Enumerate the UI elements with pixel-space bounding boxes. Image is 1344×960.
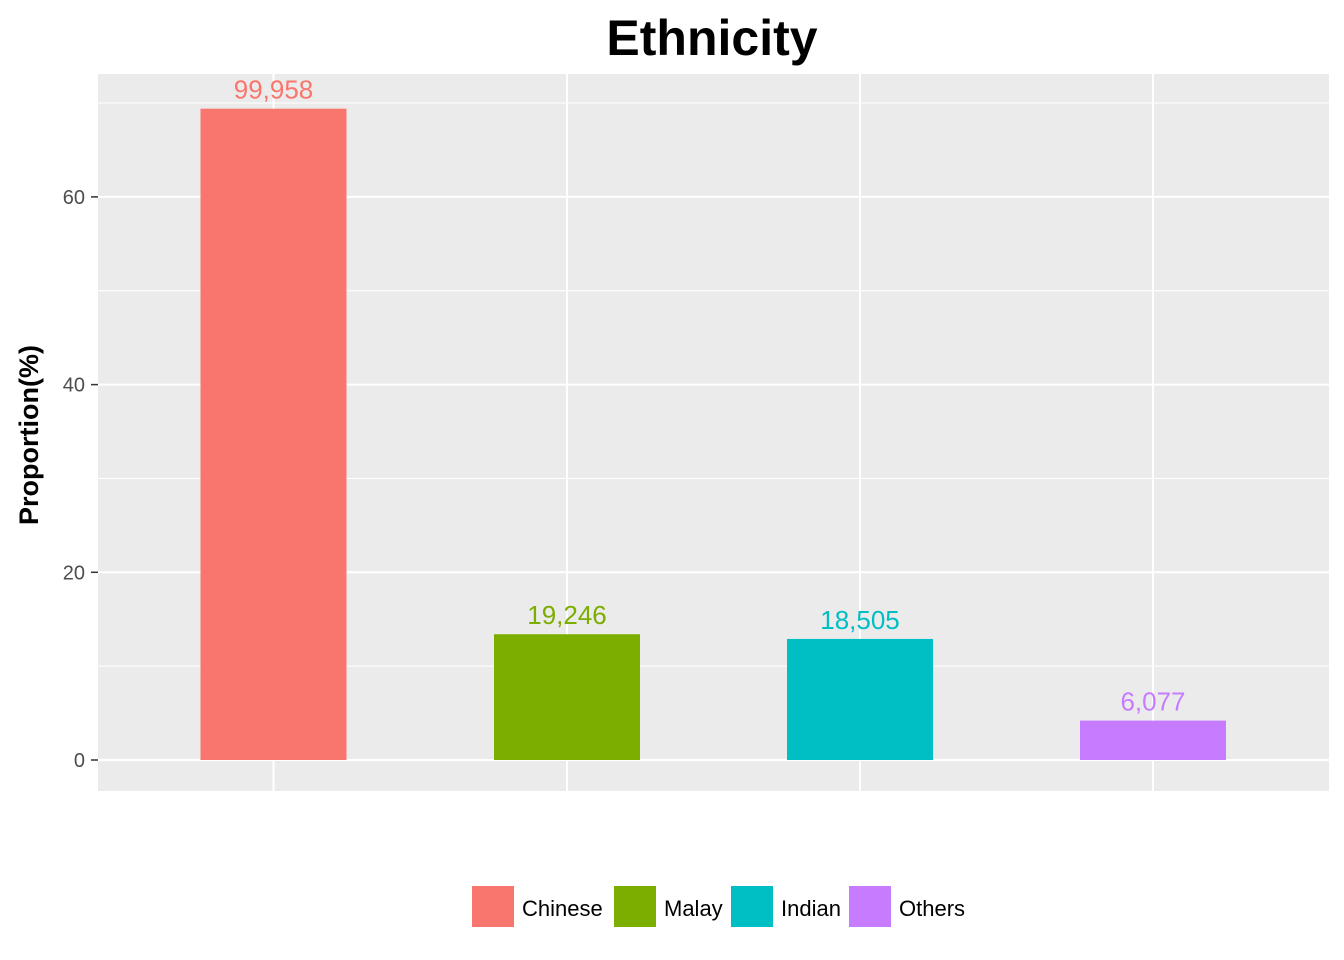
legend-label-malay: Malay	[664, 896, 723, 921]
bar-chinese	[200, 108, 347, 760]
y-tick-label: 20	[63, 562, 85, 584]
chart-title: Ethnicity	[606, 10, 817, 66]
y-axis-label: Proportion(%)	[14, 345, 44, 525]
legend-key-indian	[731, 886, 773, 927]
y-tick-label: 0	[74, 750, 85, 772]
y-axis-ticks: 0 20 40 60	[63, 187, 98, 772]
data-label-indian: 18,505	[820, 605, 900, 635]
legend-label-chinese: Chinese	[522, 896, 603, 921]
bar-malay	[494, 634, 640, 760]
data-label-chinese: 99,958	[234, 75, 314, 105]
legend-label-others: Others	[899, 896, 965, 921]
legend: Chinese Malay Indian Others	[472, 886, 965, 927]
data-label-others: 6,077	[1120, 687, 1185, 717]
y-tick-label: 60	[63, 187, 85, 209]
y-tick-label: 40	[63, 375, 85, 397]
legend-key-others	[849, 886, 891, 927]
bar-indian	[787, 638, 933, 760]
legend-key-malay	[614, 886, 656, 927]
bars-layer	[200, 108, 1226, 760]
legend-key-chinese	[472, 886, 514, 927]
bar-others	[1080, 720, 1226, 760]
legend-label-indian: Indian	[781, 896, 841, 921]
data-labels: 99,958 19,246 18,505 6,077	[234, 75, 1186, 717]
data-label-malay: 19,246	[527, 600, 607, 630]
